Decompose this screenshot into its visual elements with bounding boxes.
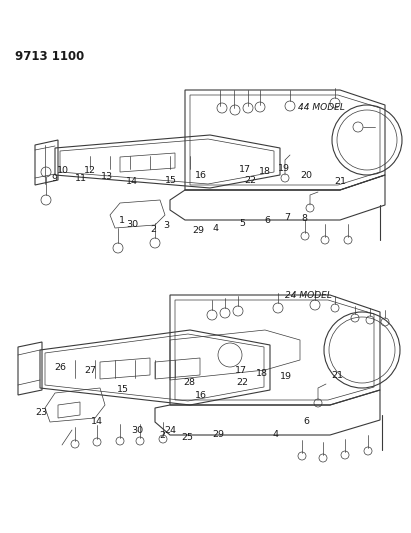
Text: 17: 17 xyxy=(239,165,251,174)
Text: 2: 2 xyxy=(159,431,165,440)
Text: 15: 15 xyxy=(164,176,177,184)
Text: 30: 30 xyxy=(127,221,139,229)
Text: 13: 13 xyxy=(101,173,113,181)
Text: 16: 16 xyxy=(194,172,207,180)
Text: 19: 19 xyxy=(279,372,292,381)
Text: 21: 21 xyxy=(334,177,346,185)
Text: 15: 15 xyxy=(117,385,129,393)
Text: 12: 12 xyxy=(83,166,96,175)
Text: 17: 17 xyxy=(235,366,247,375)
Text: 29: 29 xyxy=(212,431,224,439)
Text: 11: 11 xyxy=(75,174,88,183)
Text: 5: 5 xyxy=(240,220,245,228)
Text: 3: 3 xyxy=(164,222,169,230)
Text: 26: 26 xyxy=(54,364,67,372)
Text: 22: 22 xyxy=(236,378,249,387)
Text: 28: 28 xyxy=(183,378,195,387)
Text: 4: 4 xyxy=(272,431,278,439)
Text: 21: 21 xyxy=(331,372,343,380)
Text: 4: 4 xyxy=(213,224,219,232)
Text: 18: 18 xyxy=(256,369,268,377)
Text: 19: 19 xyxy=(277,165,290,173)
Text: 7: 7 xyxy=(284,213,290,222)
Text: 23: 23 xyxy=(35,408,47,416)
Text: 9713 1100: 9713 1100 xyxy=(15,50,84,63)
Text: 6: 6 xyxy=(264,216,270,225)
Text: 18: 18 xyxy=(259,167,271,176)
Text: 1: 1 xyxy=(119,216,125,225)
Text: 2: 2 xyxy=(150,225,156,233)
Text: 6: 6 xyxy=(303,417,309,425)
Text: 22: 22 xyxy=(244,176,256,184)
Text: 16: 16 xyxy=(195,391,208,400)
Text: 8: 8 xyxy=(301,214,307,223)
Text: 27: 27 xyxy=(84,366,97,375)
Text: 30: 30 xyxy=(132,426,144,435)
Text: 9: 9 xyxy=(51,174,57,183)
Text: 29: 29 xyxy=(192,226,205,235)
Text: 24 MODEL: 24 MODEL xyxy=(285,290,332,300)
Text: 25: 25 xyxy=(181,433,193,441)
Text: 44 MODEL: 44 MODEL xyxy=(298,103,345,112)
Text: 14: 14 xyxy=(90,417,103,425)
Text: 10: 10 xyxy=(57,166,69,175)
Text: 14: 14 xyxy=(126,177,139,185)
Text: 20: 20 xyxy=(300,172,312,180)
Text: 24: 24 xyxy=(164,426,177,434)
